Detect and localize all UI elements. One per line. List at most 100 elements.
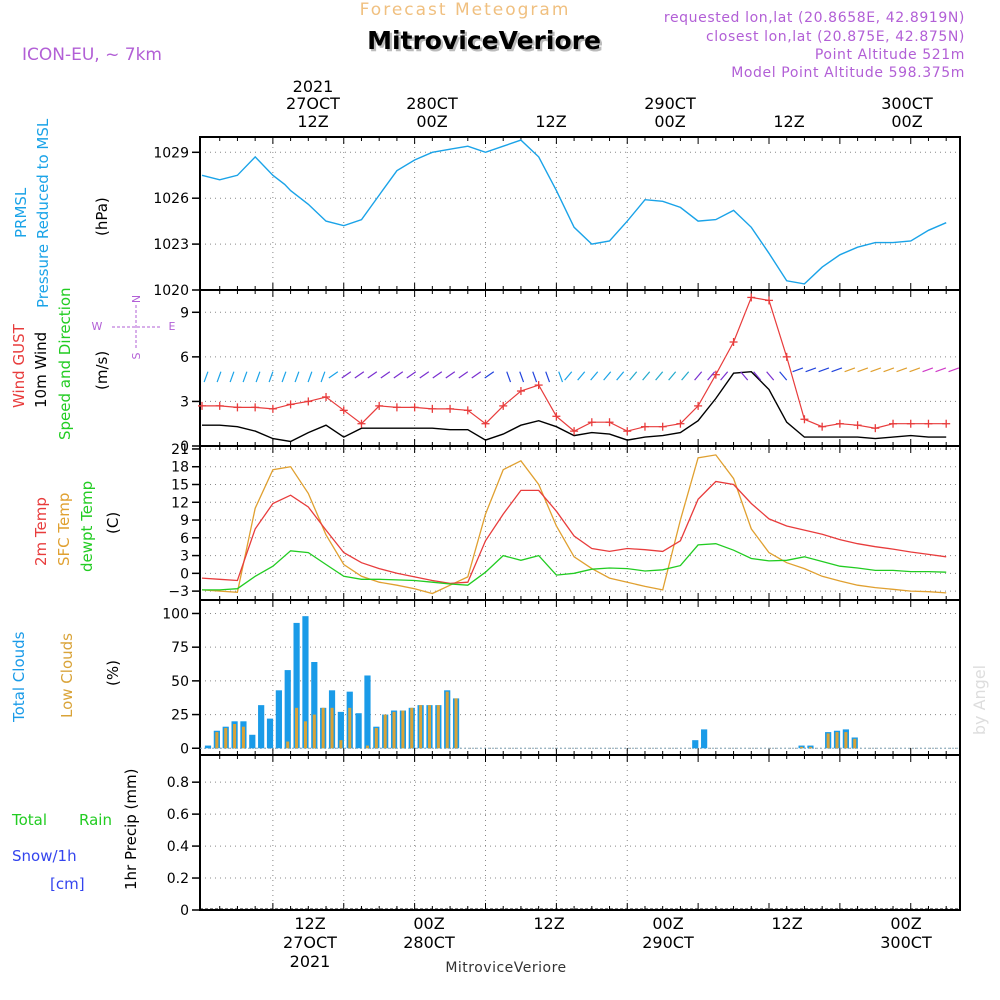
bottom-tick-12z-date: 27OCT [283,933,337,952]
wind-direction-arrow [341,371,352,379]
ytick-label: −3 [168,584,189,600]
wind-direction-arrow [558,371,564,383]
wind-direction-arrow [242,371,248,383]
ytick-label: 0.8 [167,775,189,791]
wind-direction-arrow [668,371,677,381]
total-cloud-bar [355,713,362,749]
top-tick-12z-date: 27OCT [286,94,340,113]
top-tick-29-12z: 12Z [773,112,804,131]
snow-label: Snow/1h [12,847,77,865]
wind-direction-arrow [406,371,417,379]
ytick-label: 21 [171,442,189,458]
wind-direction-arrow [203,371,209,383]
model-label: ICON-EU, ~ 7km [22,45,162,65]
low-cloud-bar [410,707,414,749]
wind-direction-arrow [458,371,469,379]
wind-direction-arrow [419,371,430,379]
top-tick-29-hour: 00Z [654,112,685,131]
station-title-main: MitroviceVeriore [367,26,601,55]
dewpt-line [202,543,947,591]
total-cloud-bar [293,622,300,749]
total-cloud-bar [701,729,708,749]
low-cloud-bar [826,733,830,749]
cloud-labels: Total Clouds Low Clouds (%) [10,631,122,723]
wind-direction-arrow [506,371,512,383]
pressure-line [201,139,947,285]
panel-wind: 0 3 6 9 [180,289,961,455]
panel-frame-temp [199,445,961,601]
ytick-label: 0.6 [167,807,189,823]
wind-direction-arrow [380,371,391,379]
low-cloud-bar [835,732,839,749]
wind-direction-arrow [818,367,830,373]
compass-s: S [130,352,143,359]
low-cloud-bar [348,707,352,749]
low-cloud-bar [374,728,378,749]
low-cloud-bar [844,732,848,749]
top-time-axis: 2021 27OCT 12Z 280CT 00Z 12Z 290CT 00Z 1… [286,77,933,131]
low-cloud-bar [365,745,369,749]
bottom-tick-30-hour: 00Z [890,914,921,933]
wind-direction-arrow [484,371,495,379]
total-cloud-bar [337,711,344,749]
temp-2m-line [201,480,947,585]
precip-axis-label: 1hr Precip (mm) [122,769,140,890]
wind-direction-arrow [294,371,300,383]
bottom-tick-29-date: 290CT [642,933,694,952]
low-cloud-bar [241,726,245,749]
ytick-label: 3 [180,394,189,410]
dewpt-label: dewpt Temp [78,481,96,572]
model-point-altitude: Model Point Altitude 598.375m [731,65,965,81]
wind-direction-arrow [857,367,869,373]
total-cloud-bar [311,662,318,749]
compass-e: E [169,320,176,333]
wind-direction-arrow [255,371,261,383]
wind-direction-arrow [740,371,749,381]
wind-direction-arrow [432,371,443,379]
low-cloud-bar [295,707,299,749]
ytick-label: 3 [180,549,189,565]
wind-direction-arrow [948,367,960,373]
wind-direction-arrow [779,371,788,381]
gust-line [202,296,947,432]
wind-direction-arrow [922,367,934,373]
bottom-tick-30-date: 300CT [880,933,932,952]
ytick-label: 9 [180,305,189,321]
temp-labels: 2m Temp SFC Temp dewpt Temp (C) [32,481,122,572]
wind-direction-arrow [545,371,551,383]
low-cloud-bar [330,707,334,749]
low-cloud-bar [392,711,396,749]
ms-unit-label: (m/s) [93,351,111,390]
wind-direction-arrow [471,371,482,379]
ytick-label: 0.2 [167,871,189,887]
low-cloud-bar [286,741,290,749]
wind-direction-arrow [935,367,947,373]
total-cloud-bar [275,690,282,749]
closest-lonlat: closest lon,lat (20.875E, 42.875N) [706,29,965,45]
ytick-label: 12 [171,495,189,511]
bottom-tick-29-12z: 12Z [771,914,802,933]
gust-label: Wind GUST [10,323,28,408]
wind-label: 10m Wind [32,332,50,408]
total-cloud-bar [692,740,699,749]
forecast-title: Forecast Meteogram [360,0,571,20]
top-tick-28-date: 280CT [406,94,458,113]
wind-direction-arrow [590,371,599,381]
low-clouds-label: Low Clouds [58,633,76,718]
hpa-unit-label: (hPa) [93,197,111,236]
bottom-tick-29-hour: 00Z [652,914,683,933]
plot-panels: 10201023102610290369−3036912151821025507… [153,136,961,919]
wind-direction-arrow [870,367,882,373]
panel-clouds: 0 25 50 75 100 [162,599,961,757]
top-tick-30-hour: 00Z [891,112,922,131]
low-cloud-bar [383,714,387,749]
bottom-tick-12z-hour: 12Z [294,914,325,933]
precip-labels: Total Rain Snow/1h [cm] 1hr Precip (mm) [11,769,140,893]
wind-speed-line [202,370,947,443]
ytick-label: 0 [180,566,189,582]
top-tick-12z-hour: 12Z [297,112,328,131]
wind-direction-arrow [603,371,612,381]
ytick-label: 75 [171,640,189,656]
ytick-label: 50 [171,674,189,690]
low-cloud-bar [401,710,405,749]
